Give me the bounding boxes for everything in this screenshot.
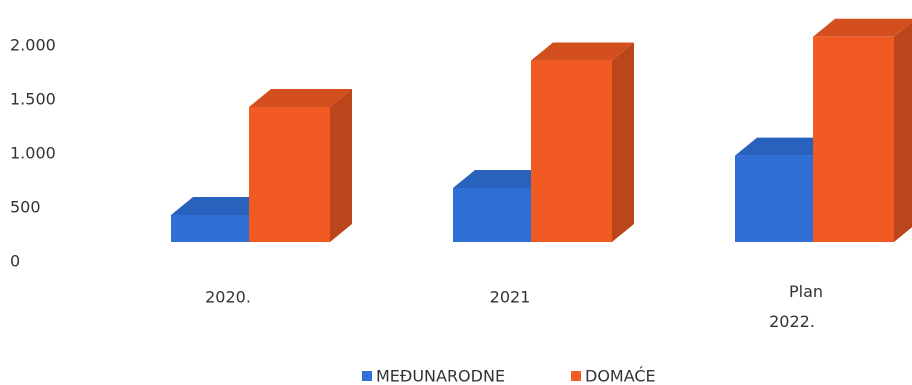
x-tick-label: Plan 2022. bbox=[769, 282, 823, 331]
bar bbox=[171, 197, 271, 242]
bar bbox=[249, 89, 352, 242]
bar-side bbox=[612, 42, 634, 243]
bar bbox=[813, 18, 912, 242]
bar-front bbox=[453, 188, 531, 242]
bar-top bbox=[249, 89, 352, 107]
y-tick-label: 1.000 bbox=[10, 144, 56, 163]
bar-front bbox=[249, 107, 330, 242]
y-tick-label: 0 bbox=[10, 252, 20, 271]
bar bbox=[531, 42, 634, 243]
bar-front bbox=[531, 60, 612, 243]
bar-top bbox=[171, 197, 271, 215]
x-tick-line: Plan bbox=[789, 282, 823, 301]
x-tick-label: 2021 bbox=[490, 288, 531, 307]
bar-top bbox=[453, 170, 553, 188]
bar-side bbox=[330, 89, 352, 242]
x-tick-label: 2020. bbox=[205, 288, 251, 307]
bar-top bbox=[531, 42, 634, 61]
bar-side bbox=[894, 22, 912, 242]
y-tick-label: 500 bbox=[10, 198, 41, 217]
y-tick-label: 1.500 bbox=[10, 90, 56, 109]
legend-label: MEĐUNARODNE bbox=[376, 367, 505, 385]
legend-label: DOMAĆE bbox=[585, 367, 656, 385]
x-tick-line: 2022. bbox=[769, 312, 815, 331]
bar-top bbox=[735, 137, 835, 156]
legend-swatch bbox=[571, 371, 581, 381]
bar-top bbox=[813, 18, 912, 37]
bar-front bbox=[171, 215, 249, 242]
y-tick-label: 2.000 bbox=[10, 36, 56, 55]
legend-swatch bbox=[362, 371, 372, 381]
bar-front bbox=[813, 36, 894, 242]
bar-front bbox=[735, 155, 813, 242]
